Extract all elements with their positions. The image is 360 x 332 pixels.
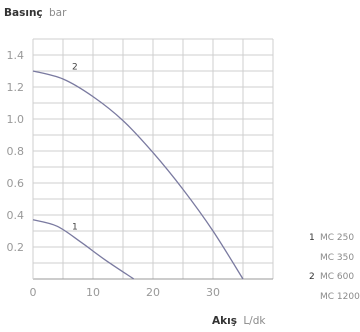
y-tick-label: 1.2 xyxy=(7,81,25,94)
pump-curves xyxy=(32,70,244,280)
legend-item: MC 600 xyxy=(320,272,354,282)
legend-item: MC 250 xyxy=(320,233,354,243)
legend-number: 1 xyxy=(309,233,315,243)
legend-number: 2 xyxy=(309,272,315,282)
y-tick-label: 0.4 xyxy=(7,209,25,222)
x-tick-label: 20 xyxy=(146,286,160,299)
curve-label-2: 2 xyxy=(72,62,78,72)
y-tick-label: 0.2 xyxy=(7,241,25,254)
x-tick-label: 30 xyxy=(206,286,220,299)
x-tick-label: 10 xyxy=(86,286,100,299)
x-axis-title: Akış L/dk xyxy=(212,315,266,327)
y-tick-label: 0.6 xyxy=(7,177,25,190)
legend: 1 MC 250 MC 350 2 MC 600 MC 1200 xyxy=(309,233,360,302)
curve-label-1: 1 xyxy=(72,222,78,232)
y-axis-title: Basınç bar xyxy=(4,7,67,19)
legend-item: MC 350 xyxy=(320,253,354,263)
x-tick-label: 0 xyxy=(30,286,37,299)
y-tick-label: 1.4 xyxy=(7,49,25,62)
y-tick-label: 0.8 xyxy=(7,145,25,158)
grid xyxy=(32,38,274,280)
y-tick-labels: 0.2 0.4 0.6 0.8 1.0 1.2 1.4 xyxy=(7,49,25,254)
curve-1 xyxy=(32,219,135,280)
x-tick-labels: 0 10 20 30 xyxy=(30,286,221,299)
legend-item: MC 1200 xyxy=(320,292,360,302)
curve-2 xyxy=(32,70,244,280)
y-tick-label: 1.0 xyxy=(7,113,25,126)
curve-labels: 12 xyxy=(72,62,78,232)
